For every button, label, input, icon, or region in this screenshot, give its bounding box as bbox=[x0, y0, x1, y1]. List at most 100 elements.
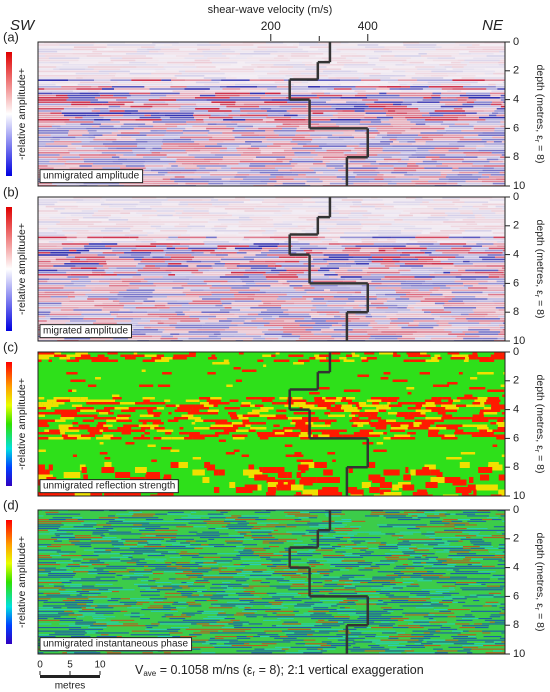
texture bbox=[299, 260, 328, 263]
texture bbox=[255, 519, 267, 521]
texture bbox=[466, 432, 479, 435]
texture bbox=[355, 176, 383, 178]
texture bbox=[227, 524, 248, 526]
texture bbox=[475, 46, 505, 48]
texture bbox=[267, 72, 301, 75]
texture bbox=[338, 241, 362, 243]
texture bbox=[123, 304, 155, 307]
y-tick-label: 10 bbox=[513, 180, 525, 192]
texture bbox=[385, 544, 398, 546]
texture bbox=[348, 414, 356, 417]
texture bbox=[69, 249, 77, 252]
texture bbox=[422, 90, 448, 92]
texture bbox=[409, 598, 431, 600]
texture bbox=[416, 601, 432, 603]
texture bbox=[353, 432, 370, 435]
y-tick-label: 10 bbox=[513, 335, 525, 347]
texture bbox=[190, 544, 196, 546]
texture bbox=[463, 66, 487, 68]
texture bbox=[423, 265, 455, 267]
texture bbox=[212, 267, 227, 269]
texture bbox=[366, 601, 384, 603]
texture bbox=[414, 199, 434, 201]
texture bbox=[377, 322, 390, 324]
texture bbox=[498, 546, 505, 548]
texture bbox=[321, 331, 350, 333]
texture bbox=[391, 171, 408, 174]
texture bbox=[376, 127, 411, 130]
texture bbox=[380, 79, 398, 81]
texture bbox=[297, 114, 333, 117]
texture bbox=[266, 558, 281, 560]
texture bbox=[231, 422, 243, 425]
texture bbox=[252, 125, 277, 128]
texture bbox=[264, 66, 271, 68]
texture bbox=[415, 226, 450, 228]
texture bbox=[45, 55, 66, 57]
texture bbox=[81, 467, 87, 473]
texture bbox=[370, 424, 387, 427]
texture bbox=[339, 576, 355, 578]
texture bbox=[238, 291, 266, 294]
texture bbox=[471, 247, 489, 250]
texture bbox=[366, 399, 382, 402]
texture bbox=[469, 387, 486, 390]
texture bbox=[317, 404, 331, 407]
texture bbox=[479, 322, 491, 324]
texture bbox=[442, 494, 459, 496]
texture bbox=[122, 578, 138, 580]
texture bbox=[149, 293, 186, 296]
texture bbox=[251, 517, 259, 519]
texture bbox=[196, 197, 214, 199]
texture bbox=[53, 167, 70, 169]
texture bbox=[474, 399, 487, 402]
texture bbox=[59, 199, 84, 201]
texture bbox=[300, 99, 331, 101]
texture bbox=[138, 287, 173, 289]
texture bbox=[307, 269, 318, 272]
texture bbox=[462, 219, 496, 221]
texture bbox=[389, 138, 397, 141]
texture bbox=[62, 230, 89, 232]
texture bbox=[133, 524, 142, 526]
texture bbox=[288, 271, 304, 274]
texture bbox=[418, 553, 435, 555]
texture bbox=[400, 424, 409, 427]
texture bbox=[190, 234, 206, 236]
texture bbox=[113, 94, 131, 97]
texture bbox=[81, 589, 99, 591]
texture bbox=[175, 573, 190, 575]
texture bbox=[187, 225, 206, 228]
texture bbox=[85, 529, 91, 531]
texture bbox=[441, 223, 467, 225]
texture bbox=[325, 163, 347, 165]
texture bbox=[135, 245, 157, 247]
texture bbox=[263, 199, 285, 201]
texture bbox=[482, 203, 505, 206]
texture bbox=[58, 427, 69, 430]
texture bbox=[223, 182, 240, 185]
texture bbox=[117, 313, 148, 316]
texture bbox=[391, 243, 407, 245]
texture bbox=[452, 66, 464, 68]
texture bbox=[283, 331, 312, 333]
texture bbox=[131, 249, 164, 252]
texture bbox=[400, 86, 411, 88]
texture bbox=[498, 269, 505, 272]
texture bbox=[82, 379, 86, 382]
texture bbox=[43, 492, 60, 496]
texture bbox=[399, 271, 435, 274]
texture bbox=[56, 42, 73, 44]
texture bbox=[254, 68, 288, 70]
texture bbox=[38, 254, 69, 256]
texture bbox=[434, 402, 443, 405]
texture bbox=[354, 591, 377, 593]
texture bbox=[383, 174, 405, 176]
texture bbox=[294, 302, 327, 305]
texture bbox=[469, 260, 504, 263]
texture bbox=[352, 203, 362, 206]
texture bbox=[136, 265, 146, 267]
texture bbox=[156, 598, 168, 600]
texture bbox=[205, 167, 222, 169]
texture bbox=[276, 61, 303, 64]
